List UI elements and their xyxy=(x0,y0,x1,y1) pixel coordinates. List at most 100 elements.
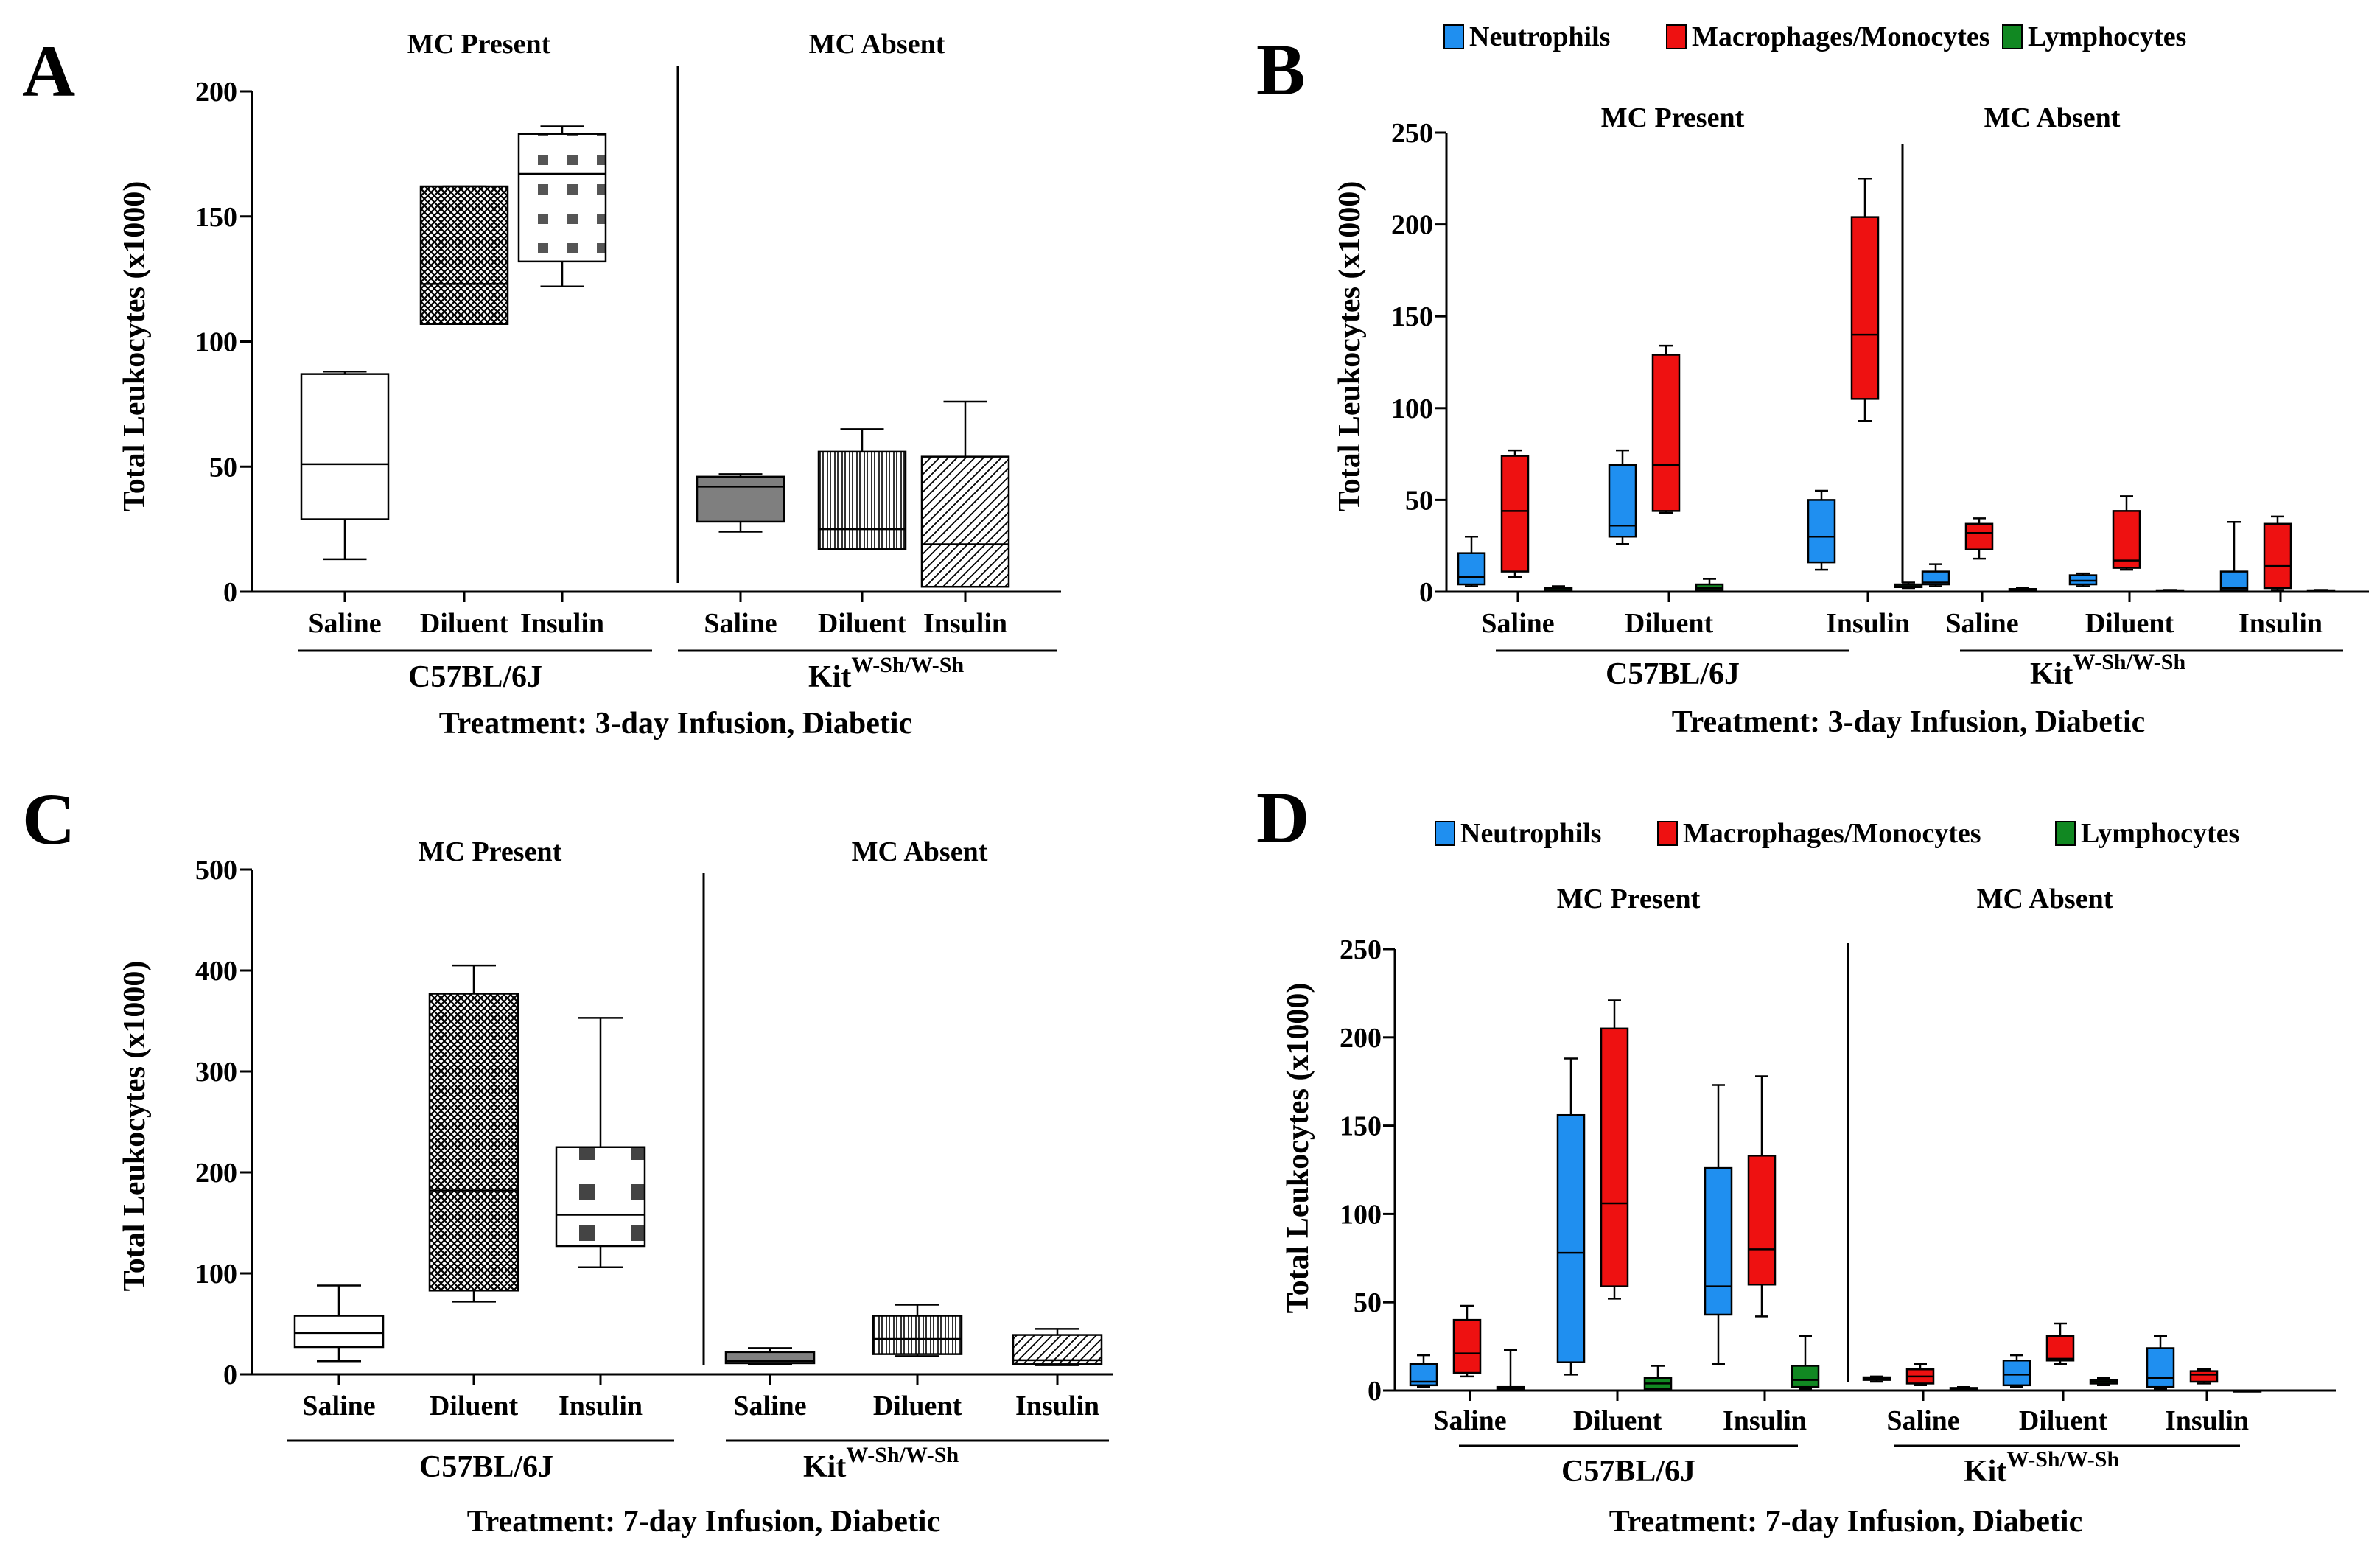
panel-a-ytick-label: 0 xyxy=(223,577,237,608)
panel-d-box-macrophages-monocytes-5 xyxy=(2189,1368,2219,1385)
panel-d-box-neutrophils-5-box xyxy=(2146,1347,2175,1388)
panel-b-strain-c57bl6j: C57BL/6J xyxy=(1606,657,1740,691)
panel-d-box-macrophages-monocytes-3 xyxy=(1905,1363,1935,1387)
panel-d-box-macrophages-monocytes-2 xyxy=(1747,1075,1777,1318)
panel-a-ytick-label: 200 xyxy=(195,77,237,108)
panel-a-box-kitw-sh-w-sh-diluent xyxy=(817,428,907,550)
panel-d-category-label-diluent: Diluent xyxy=(2019,1405,2108,1436)
panel-b-box-macrophages-monocytes-3-box xyxy=(1964,522,1994,550)
panel-a-box-kitw-sh-w-sh-diluent-box xyxy=(817,450,907,550)
panel-c-ytick-label: 300 xyxy=(195,1057,237,1088)
panel-d-legend-label-macrophages-monocytes: Macrophages/Monocytes xyxy=(1683,818,1981,849)
panel-a: A MC Present MC Absent Total Leukocytes … xyxy=(22,29,1061,741)
panel-b-box-macrophages-monocytes-0-box xyxy=(1500,455,1530,573)
panel-d-category-label-saline: Saline xyxy=(1886,1405,1959,1436)
panel-b-ytick-label: 200 xyxy=(1391,210,1433,241)
panel-b-box-lymphocytes-4 xyxy=(2155,589,2185,593)
panel-b-category-label-insulin: Insulin xyxy=(1826,608,1910,639)
panel-c-ytick-label: 100 xyxy=(195,1259,237,1290)
panel-a-strain-kit-base: Kit xyxy=(808,660,851,694)
panel-d-legend-label-lymphocytes: Lymphocytes xyxy=(2081,818,2239,849)
panel-d-box-lymphocytes-5 xyxy=(2233,1389,2262,1393)
panel-b-legend-swatch-neutrophils xyxy=(1443,24,1464,49)
panel-b-box-lymphocytes-0 xyxy=(1544,585,1573,593)
panel-b-box-lymphocytes-2 xyxy=(1894,581,1923,590)
panel-b-category-label-diluent: Diluent xyxy=(2085,608,2174,639)
panel-b-strain-kit: KitW-Sh/W-Sh xyxy=(2030,650,2185,691)
panel-b-box-macrophages-monocytes-4-box xyxy=(2112,510,2141,569)
panel-d-box-neutrophils-1 xyxy=(1556,1057,1586,1376)
panel-b-plot: 0 50 100 150 200 250 Saline Diluent Insulin Salin… xyxy=(1391,118,2369,639)
panel-a-strain-kit: KitW-Sh/W-Sh xyxy=(808,653,964,694)
panel-c-category-label-insulin: Insulin xyxy=(559,1391,643,1421)
panel-c-box-c57bl-6j-diluent xyxy=(428,964,519,1303)
panel-b-strain-kit-superscript: W-Sh/W-Sh xyxy=(2073,650,2185,674)
panel-c-category-label-saline: Saline xyxy=(733,1391,806,1421)
panel-b-box-neutrophils-2-box xyxy=(1807,499,1836,564)
panel-a-box-kitw-sh-w-sh-saline xyxy=(696,473,785,533)
panel-c: C MC Present MC Absent Total Leukocytes … xyxy=(22,778,1113,1539)
panel-a-box-c57bl-6j-saline-box xyxy=(300,373,390,520)
panel-d-box-macrophages-monocytes-4 xyxy=(2045,1322,2075,1365)
panel-b-box-lymphocytes-5 xyxy=(2306,589,2336,593)
panel-a-ytick-label: 100 xyxy=(195,327,237,358)
panel-b-title-mc-present: MC Present xyxy=(1601,102,1745,133)
panel-a-box-c57bl-6j-saline xyxy=(300,370,390,561)
panel-d-ytick-label: 0 xyxy=(1368,1376,1382,1407)
panel-c-strain-kit: KitW-Sh/W-Sh xyxy=(803,1443,959,1484)
panel-c-box-c57bl-6j-saline xyxy=(293,1284,385,1363)
panel-d-strain-c57bl6j: C57BL/6J xyxy=(1561,1455,1695,1489)
panel-b-ytick-label: 100 xyxy=(1391,394,1433,424)
panel-a-category-label-saline: Saline xyxy=(704,608,777,639)
panel-d-box-lymphocytes-4 xyxy=(2089,1377,2118,1387)
panel-b-legend-swatch-macrophages-monocytes xyxy=(1666,24,1687,49)
panel-b-box-neutrophils-0-box xyxy=(1457,552,1486,586)
panel-c-ytick-label: 0 xyxy=(223,1360,237,1391)
panel-b-box-macrophages-monocytes-1 xyxy=(1651,344,1681,514)
panel-a-title-mc-present: MC Present xyxy=(407,29,551,60)
panel-d-box-lymphocytes-2 xyxy=(1791,1335,1820,1390)
panel-c-box-c57bl-6j-insulin xyxy=(555,1017,646,1269)
panel-b-box-neutrophils-1 xyxy=(1608,449,1637,545)
panel-d-box-macrophages-monocytes-0 xyxy=(1452,1304,1482,1378)
panel-a-box-kitw-sh-w-sh-insulin-box xyxy=(920,455,1010,588)
panel-d-category-label-insulin: Insulin xyxy=(2165,1405,2249,1436)
panel-b-legend: Neutrophils Macrophages/Monocytes Lymphocy… xyxy=(1443,21,2186,52)
panel-d-box-macrophages-monocytes-5-box xyxy=(2189,1370,2219,1383)
panel-d-category-label-saline: Saline xyxy=(1433,1405,1506,1436)
panel-b-box-macrophages-monocytes-2-box xyxy=(1850,216,1880,400)
panel-d-box-lymphocytes-1 xyxy=(1643,1365,1673,1392)
panel-d-legend-label-neutrophils: Neutrophils xyxy=(1460,818,1601,849)
panel-b-box-macrophages-monocytes-4 xyxy=(2112,495,2141,571)
panel-b-ytick-label: 150 xyxy=(1391,301,1433,332)
panel-b-category-label-insulin: Insulin xyxy=(2239,608,2323,639)
panel-c-ytick-label: 500 xyxy=(195,855,237,886)
panel-d-plot: 0 50 100 150 200 250 Saline Diluent Insulin Salin… xyxy=(1340,934,2336,1436)
panel-letter-a: A xyxy=(22,30,75,112)
panel-d-box-macrophages-monocytes-2-box xyxy=(1747,1155,1777,1286)
panel-a-category-label-insulin: Insulin xyxy=(923,608,1007,639)
panel-c-ytick-label: 400 xyxy=(195,956,237,987)
panel-b-box-neutrophils-5-box xyxy=(2219,570,2249,591)
panel-d-ytick-label: 200 xyxy=(1340,1023,1382,1054)
panel-letter-b: B xyxy=(1256,29,1306,111)
panel-b-box-neutrophils-3-box xyxy=(1921,570,1950,586)
panel-d-box-neutrophils-1-box xyxy=(1556,1113,1586,1363)
panel-d-box-macrophages-monocytes-1 xyxy=(1600,999,1629,1300)
panel-d-title-mc-absent: MC Absent xyxy=(1977,884,2113,914)
panel-c-box-c57bl-6j-insulin-box xyxy=(555,1146,646,1248)
panel-c-box-kitw-sh-w-sh-saline xyxy=(724,1347,816,1365)
panel-b-box-neutrophils-2 xyxy=(1807,489,1836,571)
panel-c-category-label-insulin: Insulin xyxy=(1015,1391,1099,1421)
panel-d-box-lymphocytes-2-box xyxy=(1791,1365,1820,1388)
panel-b-legend-label-macrophages-monocytes: Macrophages/Monocytes xyxy=(1692,21,1990,52)
panel-b-ytick-label: 250 xyxy=(1391,118,1433,149)
panel-letter-d: D xyxy=(1256,777,1309,858)
panel-b-box-neutrophils-4 xyxy=(2068,572,2098,587)
panel-c-category-label-diluent: Diluent xyxy=(873,1391,962,1421)
panel-b-box-macrophages-monocytes-2 xyxy=(1850,178,1880,422)
panel-d-strain-kit-superscript: W-Sh/W-Sh xyxy=(2006,1447,2119,1472)
panel-b-box-lymphocytes-3 xyxy=(2008,587,2037,593)
panel-c-title-mc-absent: MC Absent xyxy=(852,836,988,867)
panel-c-strain-kit-base: Kit xyxy=(803,1450,846,1484)
